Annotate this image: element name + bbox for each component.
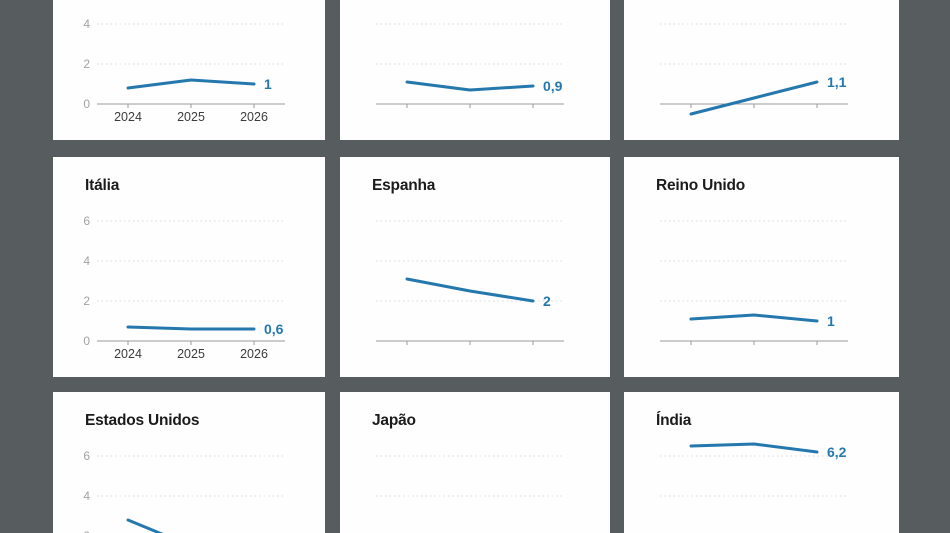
line-chart: 2 <box>376 220 564 345</box>
line-chart <box>376 455 564 497</box>
svg-text:4: 4 <box>83 17 90 31</box>
svg-text:2025: 2025 <box>177 110 205 124</box>
svg-text:2026: 2026 <box>240 110 268 124</box>
line-chart: 02462024202520261 <box>83 17 285 124</box>
svg-text:0,9: 0,9 <box>543 78 563 94</box>
chart-panel-italia: Itália 0 2 4 6 2024 2025 2026 0,6 <box>53 157 325 377</box>
chart-panel-top-left: 02462024202520261 <box>53 0 325 140</box>
panel-title: Índia <box>656 412 692 429</box>
line-chart: 1 <box>660 220 848 345</box>
chart-panel-top-right: 1,1 <box>624 0 899 140</box>
svg-text:6,2: 6,2 <box>827 444 847 460</box>
svg-text:2: 2 <box>83 57 90 71</box>
panel-title: Estados Unidos <box>85 412 200 429</box>
chart-panel-japao: Japão <box>340 392 610 533</box>
chart-panel-india: Índia 6,2 <box>624 392 899 533</box>
svg-text:4: 4 <box>83 489 90 503</box>
svg-text:2024: 2024 <box>114 347 142 361</box>
svg-text:1: 1 <box>264 76 272 92</box>
panel-title: Reino Unido <box>656 177 746 194</box>
panel-title: Japão <box>372 412 416 429</box>
svg-text:4: 4 <box>83 254 90 268</box>
panel-title: Espanha <box>372 177 436 194</box>
svg-text:2: 2 <box>83 294 90 308</box>
panel-title: Itália <box>85 177 120 194</box>
svg-text:2026: 2026 <box>240 347 268 361</box>
svg-text:0: 0 <box>83 334 90 348</box>
line-chart: 1,1 <box>660 23 848 116</box>
svg-text:2024: 2024 <box>114 110 142 124</box>
svg-text:0,6: 0,6 <box>264 321 284 337</box>
svg-text:0: 0 <box>83 97 90 111</box>
chart-panel-reino-unido: Reino Unido 1 <box>624 157 899 377</box>
svg-text:2: 2 <box>543 293 551 309</box>
line-chart: 0 2 4 6 2024 2025 2026 0,6 <box>83 214 285 361</box>
chart-panel-espanha: Espanha 2 <box>340 157 610 377</box>
svg-text:6: 6 <box>83 449 90 463</box>
line-chart: 6,2 <box>660 442 848 497</box>
line-chart: 0,9 <box>376 23 564 108</box>
svg-text:1,1: 1,1 <box>827 74 847 90</box>
svg-text:2025: 2025 <box>177 347 205 361</box>
chart-panel-top-middle: 0,9 <box>340 0 610 140</box>
svg-text:6: 6 <box>83 214 90 228</box>
svg-text:2: 2 <box>83 529 90 533</box>
svg-text:1: 1 <box>827 313 835 329</box>
